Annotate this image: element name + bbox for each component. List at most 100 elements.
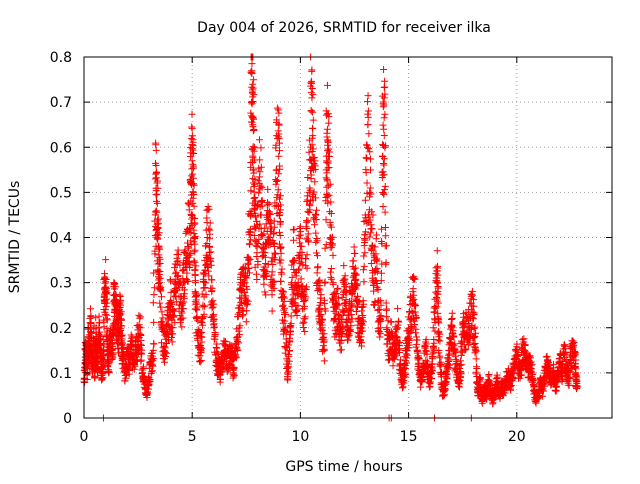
data-point xyxy=(150,269,158,277)
data-point xyxy=(303,235,311,243)
data-point xyxy=(190,257,198,265)
data-point xyxy=(276,195,284,203)
data-point xyxy=(185,251,193,259)
data-point xyxy=(191,220,199,228)
data-point xyxy=(242,318,250,326)
data-point xyxy=(95,324,103,332)
data-point xyxy=(354,292,362,300)
data-point xyxy=(337,346,345,354)
data-point xyxy=(411,300,419,308)
data-point xyxy=(149,354,157,362)
data-point xyxy=(246,240,254,248)
data-point xyxy=(154,184,162,192)
data-point xyxy=(150,291,158,299)
data-point xyxy=(393,325,401,333)
data-point xyxy=(324,199,332,207)
data-point xyxy=(381,77,389,85)
data-point xyxy=(398,378,406,386)
chart-title: Day 004 of 2026, SRMTID for receiver ilk… xyxy=(197,20,491,36)
data-point xyxy=(311,178,319,186)
data-point xyxy=(317,310,325,318)
data-point xyxy=(191,246,199,254)
data-point xyxy=(101,311,109,319)
data-point xyxy=(273,104,281,112)
data-point xyxy=(304,238,312,246)
data-point xyxy=(308,84,316,92)
data-point xyxy=(367,166,375,174)
data-point xyxy=(191,258,199,266)
data-point xyxy=(213,340,221,348)
data-point xyxy=(383,324,391,332)
data-point xyxy=(137,356,145,364)
data-point xyxy=(236,322,244,330)
x-tick-label: 10 xyxy=(291,429,309,445)
data-point xyxy=(308,77,316,85)
data-point xyxy=(356,298,364,306)
data-point xyxy=(116,301,124,309)
data-point xyxy=(158,308,166,316)
data-point xyxy=(200,278,208,286)
data-point xyxy=(360,318,368,326)
data-point xyxy=(358,321,366,329)
data-point xyxy=(364,113,372,121)
data-point xyxy=(206,219,214,227)
data-point xyxy=(277,243,285,251)
data-point xyxy=(379,168,387,176)
data-point xyxy=(210,324,218,332)
data-point xyxy=(320,357,328,365)
data-point xyxy=(411,275,419,283)
data-point xyxy=(260,252,268,260)
data-point xyxy=(321,278,329,286)
data-point xyxy=(143,391,151,399)
data-point xyxy=(384,317,392,325)
data-point xyxy=(367,260,375,268)
data-point xyxy=(202,279,210,287)
y-tick-label: 0.8 xyxy=(50,50,72,66)
data-point xyxy=(234,313,242,321)
data-point xyxy=(189,160,197,168)
data-point xyxy=(197,346,205,354)
data-point xyxy=(301,293,309,301)
data-point xyxy=(287,320,295,328)
data-point xyxy=(344,333,352,341)
data-point xyxy=(413,333,421,341)
data-point xyxy=(105,366,113,374)
data-point xyxy=(250,127,258,135)
data-point xyxy=(392,352,400,360)
data-point xyxy=(338,333,346,341)
data-point xyxy=(189,142,197,150)
data-point xyxy=(290,225,298,233)
data-point xyxy=(434,288,442,296)
data-point xyxy=(190,202,198,210)
data-point xyxy=(401,365,409,373)
data-point xyxy=(190,149,198,157)
data-point xyxy=(413,340,421,348)
data-point xyxy=(279,301,287,309)
data-point xyxy=(258,253,266,261)
data-point xyxy=(332,330,340,338)
data-point xyxy=(380,132,388,140)
data-point xyxy=(307,171,315,179)
data-point xyxy=(285,357,293,365)
data-point xyxy=(109,353,117,361)
data-point xyxy=(360,262,368,270)
data-point xyxy=(430,342,438,350)
data-point xyxy=(327,265,335,273)
data-point xyxy=(380,125,388,133)
data-point xyxy=(243,307,251,315)
data-point xyxy=(248,60,256,68)
data-point xyxy=(155,243,163,251)
data-point xyxy=(309,145,317,153)
data-point xyxy=(407,324,415,332)
data-point xyxy=(433,303,441,311)
data-point xyxy=(409,296,417,304)
data-point xyxy=(174,273,182,281)
data-point xyxy=(240,279,248,287)
data-point xyxy=(310,153,318,161)
data-point xyxy=(181,286,189,294)
data-point xyxy=(249,97,257,105)
data-point xyxy=(275,228,283,236)
data-point xyxy=(282,310,290,318)
data-point xyxy=(273,176,281,184)
